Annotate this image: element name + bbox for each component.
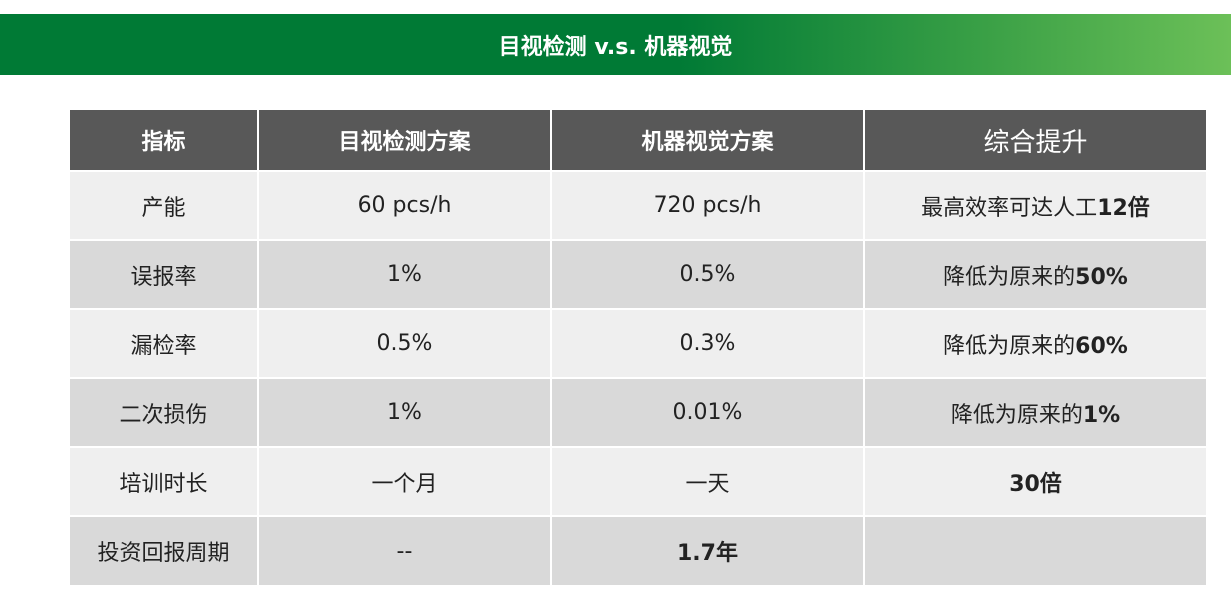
metric-text: 误报率 bbox=[130, 264, 197, 290]
manual-value: -- bbox=[396, 538, 413, 564]
machine-value: 0.01% bbox=[672, 400, 743, 425]
cell-metric: 二次损伤 bbox=[70, 377, 258, 447]
gain-text: 最高效率可达人工 bbox=[921, 195, 1098, 221]
metric-text: 产能 bbox=[141, 195, 186, 221]
cell-metric: 培训时长 bbox=[70, 446, 258, 516]
gain-highlight: 30倍 bbox=[1009, 471, 1062, 497]
cell-manual: -- bbox=[257, 515, 551, 585]
table-row: 培训时长 一个月 一天 30倍 bbox=[70, 446, 1206, 516]
table-row: 漏检率 0.5% 0.3% 降低为原来的60% bbox=[70, 308, 1206, 378]
cell-manual: 一个月 bbox=[257, 446, 551, 516]
header-machine: 机器视觉方案 bbox=[550, 110, 864, 171]
gain-highlight: 1% bbox=[1082, 402, 1121, 428]
cell-metric: 误报率 bbox=[70, 239, 258, 309]
cell-machine: 0.3% bbox=[550, 308, 864, 378]
gain-text: 降低为原来的 bbox=[943, 333, 1076, 359]
manual-value: 0.5% bbox=[376, 331, 433, 356]
cell-machine: 720 pcs/h bbox=[550, 170, 864, 240]
manual-value: 一个月 bbox=[371, 471, 438, 497]
metric-text: 漏检率 bbox=[130, 333, 197, 359]
cell-gain: 降低为原来的50% bbox=[863, 239, 1206, 309]
gain-highlight: 60% bbox=[1075, 333, 1128, 359]
header-manual: 目视检测方案 bbox=[257, 110, 551, 171]
table-header-row: 指标 目视检测方案 机器视觉方案 综合提升 bbox=[70, 110, 1206, 171]
cell-metric: 漏检率 bbox=[70, 308, 258, 378]
cell-machine: 1.7年 bbox=[550, 515, 864, 585]
cell-gain: 最高效率可达人工12倍 bbox=[863, 170, 1206, 240]
machine-value: 720 pcs/h bbox=[653, 193, 762, 218]
table-row: 产能 60 pcs/h 720 pcs/h 最高效率可达人工12倍 bbox=[70, 170, 1206, 240]
cell-gain: 降低为原来的60% bbox=[863, 308, 1206, 378]
cell-manual: 1% bbox=[257, 239, 551, 309]
cell-machine: 一天 bbox=[550, 446, 864, 516]
gain-text: 降低为原来的 bbox=[943, 264, 1076, 290]
cell-metric: 投资回报周期 bbox=[70, 515, 258, 585]
cell-gain bbox=[863, 515, 1206, 585]
gain-text: 降低为原来的 bbox=[950, 402, 1083, 428]
table-row: 二次损伤 1% 0.01% 降低为原来的1% bbox=[70, 377, 1206, 447]
cell-machine: 0.5% bbox=[550, 239, 864, 309]
title-banner: 目视检测 v.s. 机器视觉 bbox=[0, 14, 1231, 75]
machine-value: 0.5% bbox=[679, 262, 736, 287]
cell-metric: 产能 bbox=[70, 170, 258, 240]
gain-highlight: 12倍 bbox=[1097, 195, 1150, 221]
header-metric: 指标 bbox=[70, 110, 258, 171]
cell-manual: 0.5% bbox=[257, 308, 551, 378]
cell-machine: 0.01% bbox=[550, 377, 864, 447]
page-title: 目视检测 v.s. 机器视觉 bbox=[498, 34, 733, 60]
metric-text: 二次损伤 bbox=[119, 402, 208, 428]
manual-value: 60 pcs/h bbox=[357, 193, 452, 218]
table-row: 投资回报周期 -- 1.7年 bbox=[70, 515, 1206, 585]
metric-text: 培训时长 bbox=[119, 471, 208, 497]
cell-manual: 60 pcs/h bbox=[257, 170, 551, 240]
header-gain: 综合提升 bbox=[863, 110, 1206, 171]
machine-value: 0.3% bbox=[679, 331, 736, 356]
cell-gain: 降低为原来的1% bbox=[863, 377, 1206, 447]
table-row: 误报率 1% 0.5% 降低为原来的50% bbox=[70, 239, 1206, 309]
manual-value: 1% bbox=[387, 400, 422, 425]
comparison-table: 指标 目视检测方案 机器视觉方案 综合提升 产能 60 pcs/h 720 pc… bbox=[70, 110, 1206, 585]
machine-value: 一天 bbox=[685, 471, 730, 497]
cell-manual: 1% bbox=[257, 377, 551, 447]
manual-value: 1% bbox=[387, 262, 422, 287]
gain-highlight: 50% bbox=[1075, 264, 1128, 290]
machine-value-bold: 1.7年 bbox=[677, 541, 738, 566]
metric-text: 投资回报周期 bbox=[97, 541, 230, 566]
cell-gain: 30倍 bbox=[863, 446, 1206, 516]
